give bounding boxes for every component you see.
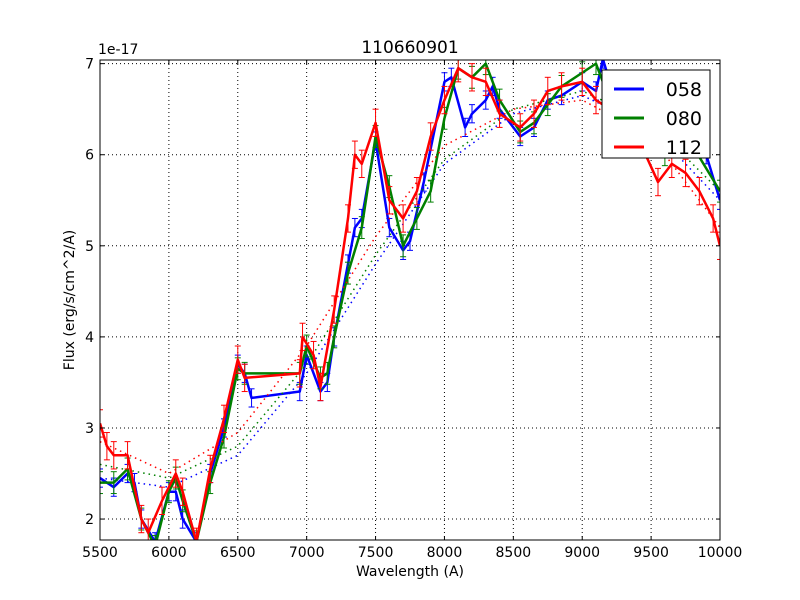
- legend-box: [601, 69, 711, 159]
- y-tick-label: 6: [85, 148, 94, 164]
- x-tick-label: 7500: [358, 545, 394, 561]
- y-tick-label: 7: [85, 57, 94, 73]
- x-tick-label: 6500: [220, 545, 256, 561]
- x-tick-label: 8000: [427, 545, 463, 561]
- x-tick-label: 6000: [151, 545, 187, 561]
- y-tick-label: 2: [85, 512, 94, 528]
- x-tick-label: 9500: [633, 545, 669, 561]
- x-tick-label: 7000: [289, 545, 325, 561]
- y-offset-label: 1e-17: [98, 42, 138, 58]
- legend: 058 080 112: [601, 69, 711, 159]
- ticks: 5500 6000 6500 7000 7500 8000 8500 9000 9500 1000…: [82, 57, 742, 561]
- x-tick-label: 9000: [564, 545, 600, 561]
- fit-line-112: [100, 99, 720, 475]
- y-tick-label: 4: [85, 330, 94, 346]
- chart-title: 110660901: [361, 38, 458, 58]
- x-tick-label: 10000: [698, 545, 743, 561]
- legend-label-058: 058: [666, 79, 702, 101]
- y-axis-label: Flux (erg/s/cm^2/A): [62, 230, 78, 370]
- y-tick-label: 5: [85, 239, 94, 255]
- legend-label-080: 080: [666, 108, 702, 130]
- x-tick-label: 8500: [496, 545, 532, 561]
- x-tick-label: 5500: [82, 545, 118, 561]
- series-line-058: [100, 60, 720, 540]
- legend-label-112: 112: [666, 137, 702, 159]
- x-axis-label: Wavelength (A): [356, 564, 464, 580]
- y-tick-label: 3: [85, 421, 94, 437]
- axes-frame: [99, 59, 721, 541]
